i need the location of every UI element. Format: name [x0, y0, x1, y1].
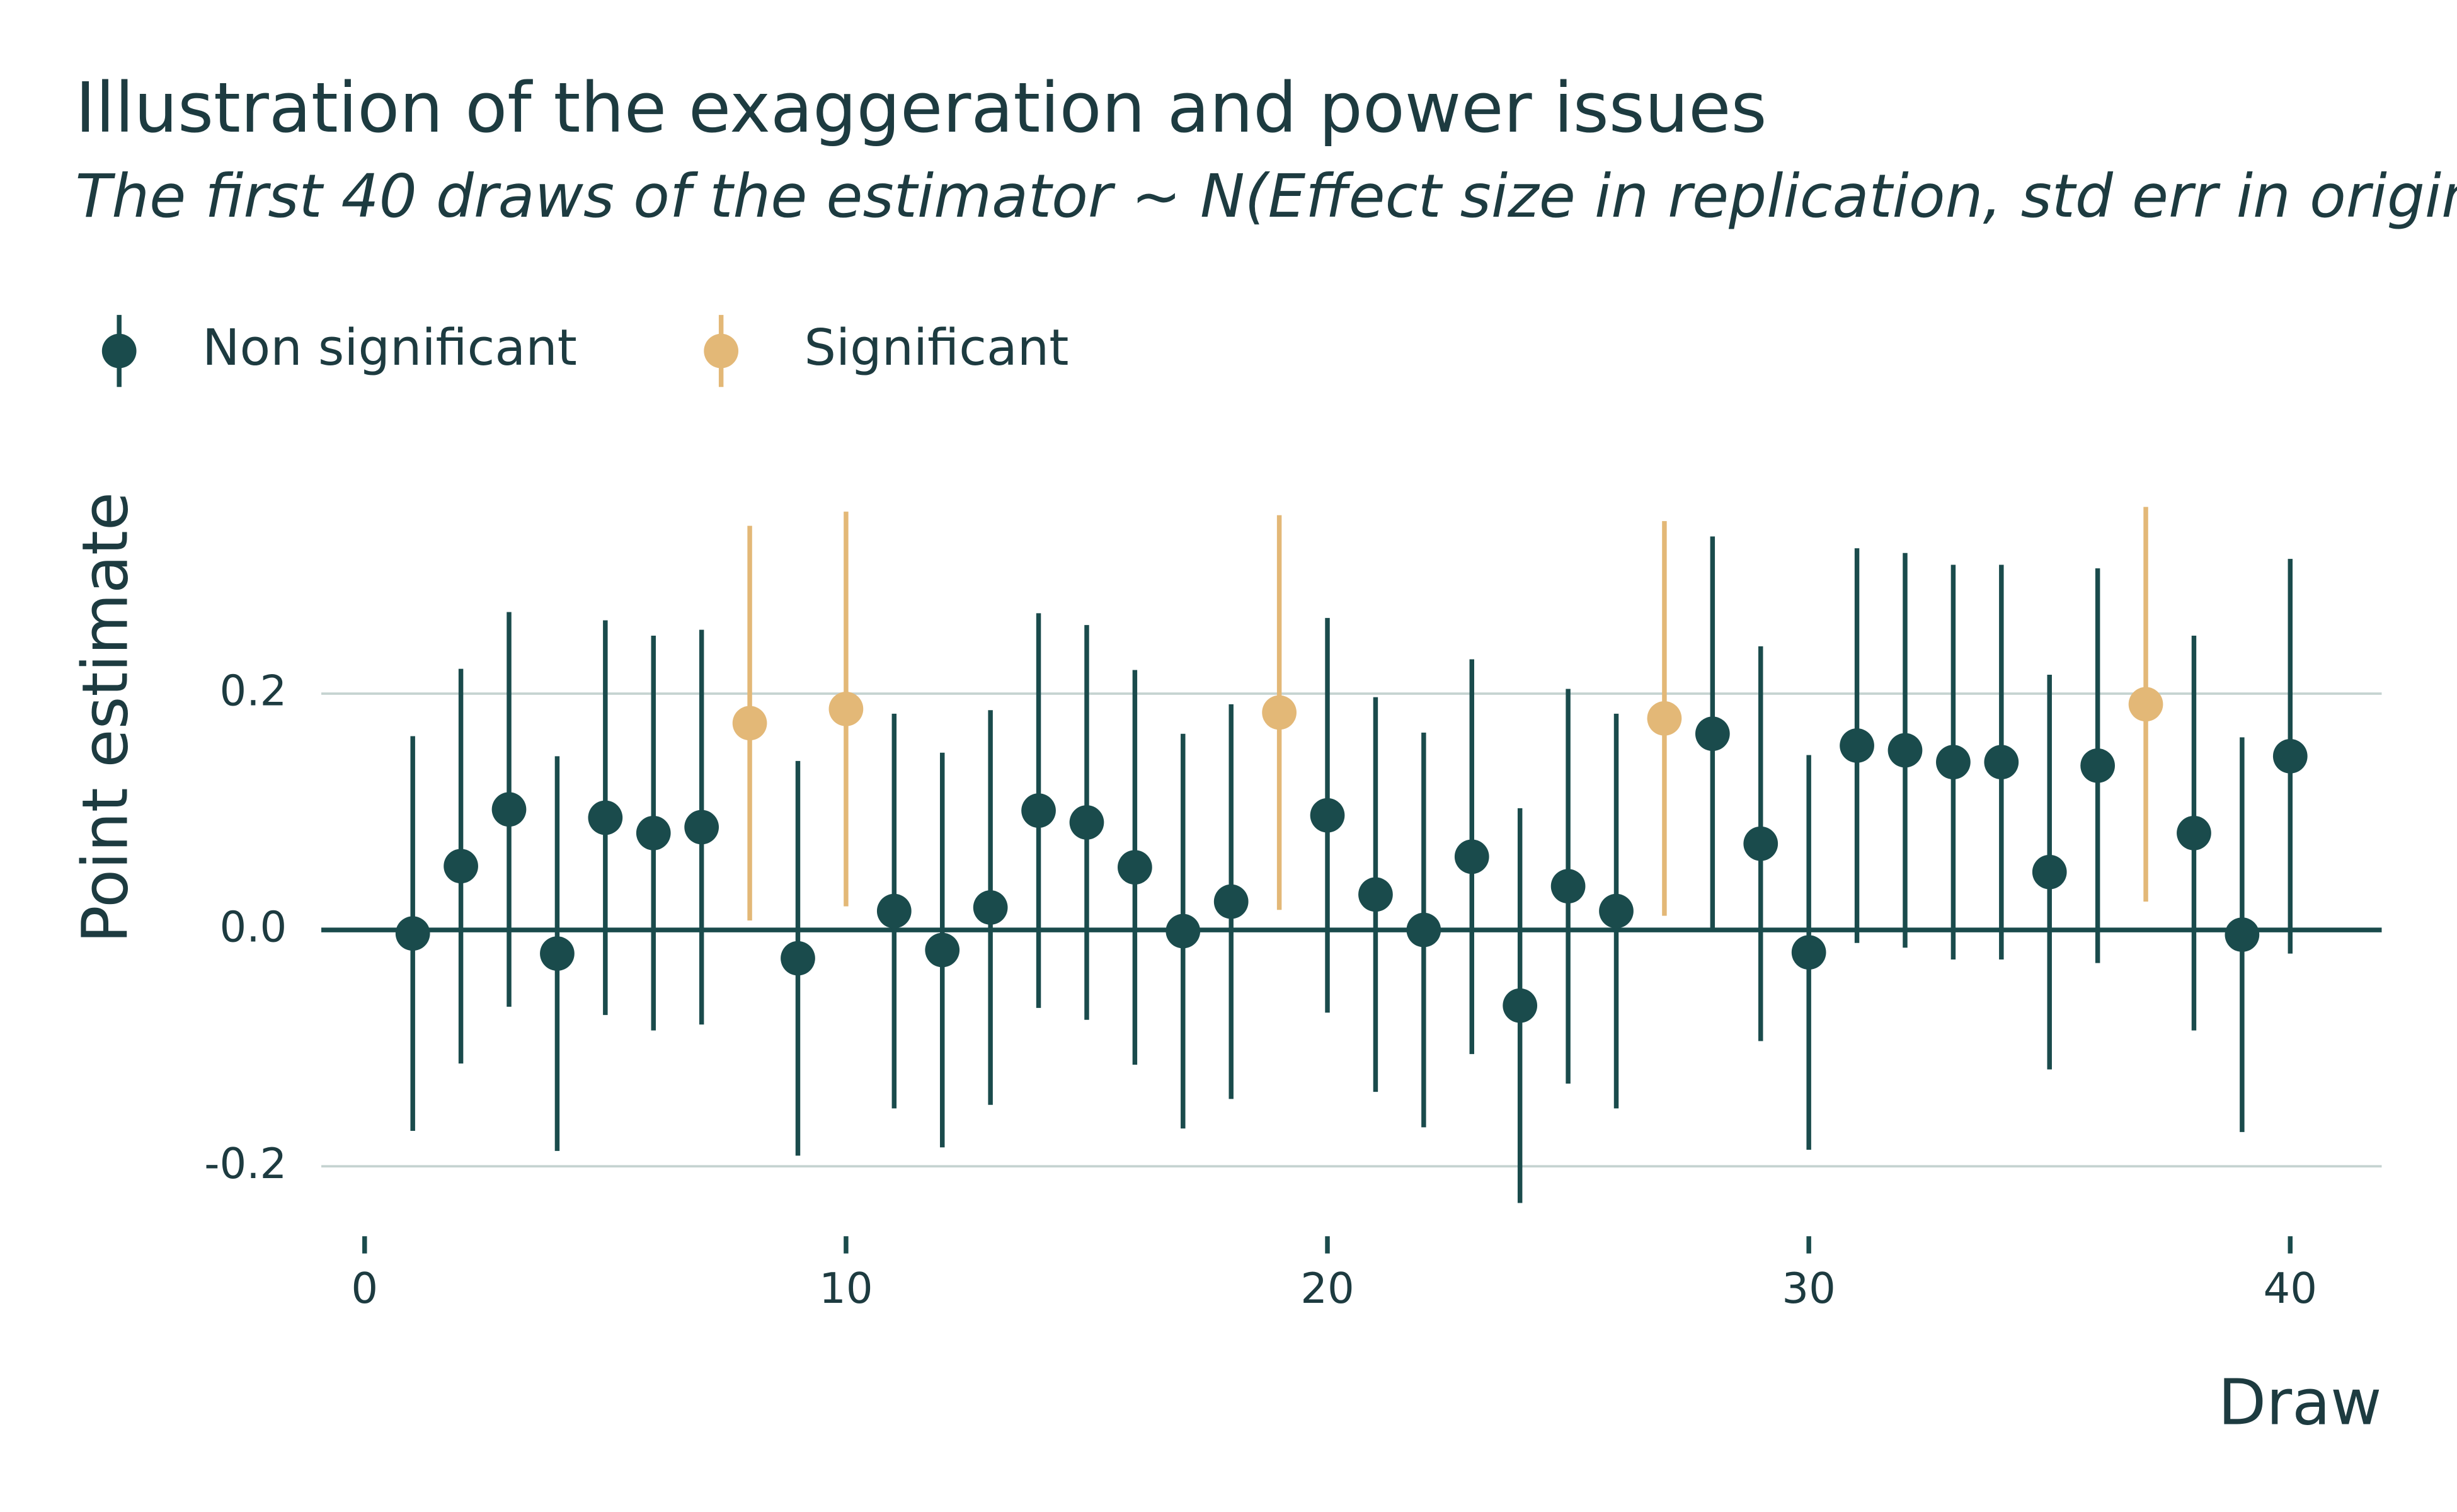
point [1262, 695, 1297, 730]
point [1599, 893, 1634, 929]
point [1069, 805, 1104, 840]
x-tick-label: 0 [351, 1264, 378, 1313]
point [2225, 917, 2260, 952]
point [2272, 739, 2308, 774]
point [2080, 748, 2115, 783]
point [1503, 988, 1538, 1023]
point [1358, 877, 1393, 912]
point [1840, 728, 1874, 763]
y-axis-title: Point estimate [70, 492, 142, 943]
point [1647, 701, 1682, 736]
point [588, 800, 623, 835]
x-tick-label: 10 [819, 1264, 873, 1313]
point [2128, 687, 2163, 722]
x-tick-label: 40 [2264, 1264, 2317, 1313]
point [491, 792, 527, 827]
point [828, 691, 864, 726]
point [973, 890, 1008, 925]
point [1166, 914, 1201, 949]
y-tick-label: -0.2 [204, 1139, 287, 1188]
point [876, 893, 912, 929]
point [925, 932, 960, 968]
x-tick-label: 20 [1300, 1264, 1354, 1313]
point [684, 810, 719, 845]
x-tick-label: 30 [1782, 1264, 1835, 1313]
point [1118, 850, 1152, 885]
x-axis-title: Draw [2218, 1367, 2382, 1440]
point [2032, 854, 2067, 890]
point [1021, 793, 1056, 828]
point [1310, 798, 1345, 833]
point [1454, 839, 1489, 874]
point [540, 936, 575, 971]
chart-subtitle: The first 40 draws of the estimator ~ N(… [76, 162, 2457, 231]
point [2177, 815, 2211, 850]
point [1984, 745, 2019, 780]
y-tick-label: 0.2 [220, 667, 287, 716]
point [1791, 935, 1826, 970]
point [1936, 745, 1971, 780]
point [444, 849, 478, 884]
point [636, 815, 671, 850]
legend-label: Non significant [202, 318, 577, 377]
y-tick-label: 0.0 [220, 903, 287, 952]
point [1743, 826, 1778, 861]
point [395, 916, 430, 951]
point [1406, 912, 1441, 948]
point [1887, 733, 1923, 768]
legend-label: Significant [804, 318, 1068, 377]
point [1213, 884, 1249, 919]
point [732, 706, 767, 741]
point [1550, 869, 1586, 904]
legend-key-point [704, 333, 739, 369]
point [1695, 716, 1730, 752]
legend-key-point [101, 333, 137, 369]
point [781, 941, 815, 976]
chart-title: Illustration of the exaggeration and pow… [76, 67, 1767, 148]
